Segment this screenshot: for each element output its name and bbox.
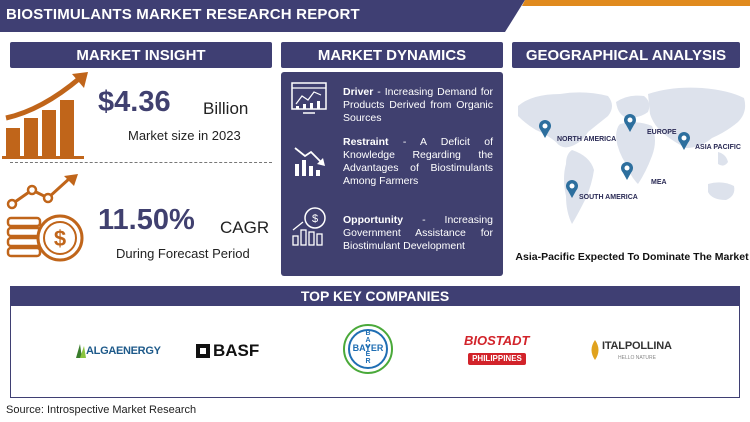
driver-description: - Increasing Demand for Products Derived… — [343, 86, 493, 124]
italpollina-sub: HELLO NATURE — [618, 355, 656, 361]
algaenergy-leaf-icon — [76, 344, 86, 358]
restraint-description: - A Deficit of Knowledge Regarding the A… — [343, 136, 493, 187]
region-south-america: SOUTH AMERICA — [579, 194, 638, 201]
coins-dollar-icon: $ — [6, 174, 84, 262]
basf-name: BASF — [213, 341, 260, 360]
source-note: Source: Introspective Market Research — [6, 404, 197, 416]
svg-text:$: $ — [54, 226, 66, 251]
opportunity-label: Opportunity — [343, 214, 404, 226]
driver-label: Driver — [343, 86, 374, 98]
restraint-label: Restraint — [343, 136, 389, 148]
map-caption: Asia-Pacific Expected To Dominate The Ma… — [515, 251, 749, 263]
region-europe: EUROPE — [647, 129, 677, 136]
market-size-value: $4.36 — [98, 86, 171, 118]
opportunity-text: Opportunity - Increasing Government Assi… — [343, 214, 493, 253]
market-dynamics-panel: $ Driver - Increasing Demand for Product… — [281, 72, 503, 276]
cagr-caption: During Forecast Period — [116, 246, 250, 261]
driver-text: Driver - Increasing Demand for Products … — [343, 86, 493, 125]
cagr-unit: CAGR — [220, 218, 270, 237]
italpollina-leaf-icon — [591, 340, 599, 360]
biostadt-sub: PHILIPPINES — [468, 353, 526, 365]
region-asia-pacific: ASIA PACIFIC — [695, 144, 741, 151]
title-bar-shape — [0, 0, 750, 32]
opportunity-description: - Increasing Government Assistance for B… — [343, 214, 493, 252]
bayer-name-horizontal: BAYER — [352, 343, 384, 353]
bayer-name-vertical: BAYER — [365, 330, 371, 365]
market-size-caption: Market size in 2023 — [128, 128, 241, 143]
biostadt-logo: BIOSTADT PHILIPPINES — [462, 331, 534, 373]
world-map — [518, 87, 746, 224]
growth-chart-icon — [2, 72, 88, 159]
basf-square-icon — [196, 344, 210, 358]
algaenergy-name: ALGAENERGY — [86, 345, 161, 357]
report-title: BIOSTIMULANTS MARKET RESEARCH REPORT — [6, 6, 360, 23]
opportunity-bulb-icon: $ — [292, 207, 326, 246]
region-north-america: NORTH AMERICA — [557, 136, 617, 143]
biostadt-name: BIOSTADT — [464, 333, 530, 348]
insight-divider — [10, 162, 272, 163]
cagr-value: 11.50% — [98, 204, 195, 236]
market-dynamics-header: MARKET DYNAMICS — [281, 42, 503, 68]
geographical-analysis-header: GEOGRAPHICAL ANALYSIS — [512, 42, 740, 68]
title-bar — [0, 0, 750, 32]
restraint-text: Restraint - A Deficit of Knowledge Regar… — [343, 136, 493, 188]
market-insight-header: MARKET INSIGHT — [10, 42, 272, 68]
top-key-companies-header: TOP KEY COMPANIES — [10, 286, 740, 306]
bayer-logo: BAYER BAYER — [343, 324, 393, 374]
map-pins — [539, 114, 690, 198]
svg-text:$: $ — [312, 213, 318, 225]
region-mea: MEA — [651, 179, 667, 186]
basf-logo: BASF — [196, 341, 266, 361]
algaenergy-logo: ALGAENERGY — [74, 342, 161, 362]
italpollina-logo: ITALPOLLINA HELLO NATURE — [588, 338, 672, 364]
market-size-unit: Billion — [203, 99, 249, 118]
driver-monitor-icon — [291, 82, 327, 114]
italpollina-name: ITALPOLLINA — [602, 340, 672, 352]
restraint-decline-icon — [294, 147, 325, 176]
